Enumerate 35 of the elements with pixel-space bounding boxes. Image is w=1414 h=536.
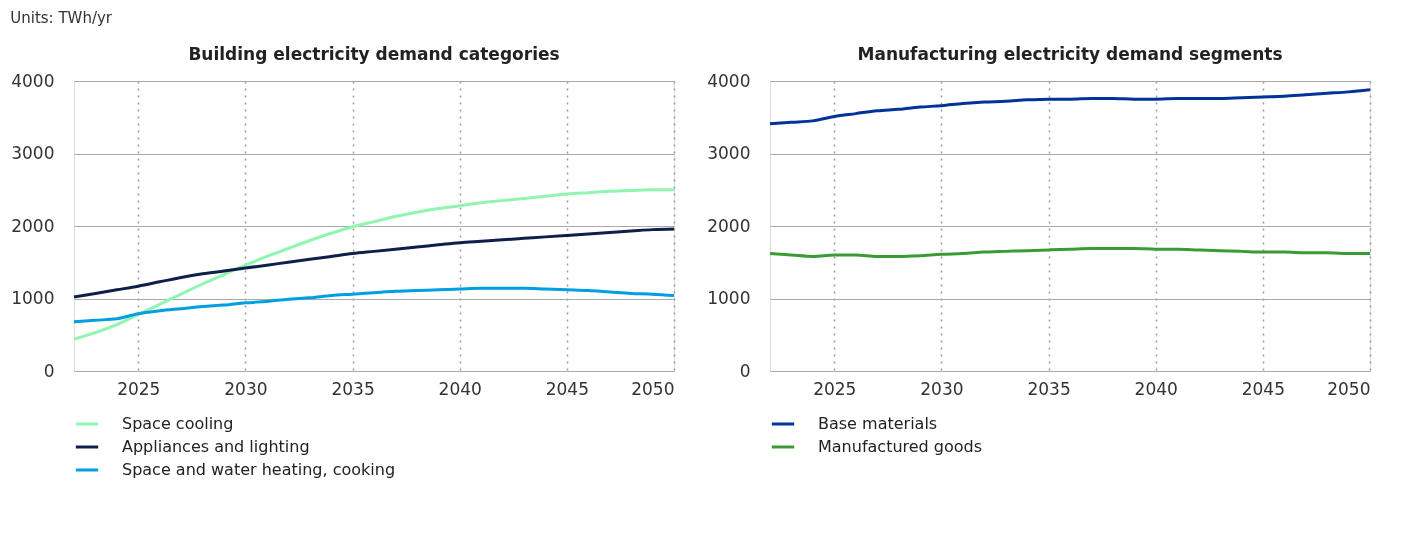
- legend-label: Appliances and lighting: [122, 437, 310, 456]
- x-tick-label: 2050: [1327, 378, 1371, 399]
- y-tick-label: 2000: [707, 215, 751, 236]
- chart-title: Manufacturing electricity demand segments: [857, 44, 1283, 64]
- y-tick-label: 1000: [11, 288, 55, 308]
- text: Units: TWh/yr: [10, 8, 113, 27]
- x-tick-label: 2045: [1241, 378, 1285, 399]
- y-tick-label: 0: [739, 360, 751, 381]
- x-tick-label: 2035: [1027, 378, 1071, 399]
- legend-label: Base materials: [818, 414, 938, 433]
- chart-title: Building electricity demand categories: [188, 44, 560, 64]
- x-tick-label: 2030: [920, 378, 964, 399]
- line-series: [768, 88, 1372, 126]
- y-tick-label: 4000: [707, 70, 751, 91]
- x-tick-label: 2025: [117, 378, 161, 399]
- x-tick-label: 2045: [545, 378, 589, 399]
- line-series: [72, 227, 676, 299]
- line-series: [72, 188, 676, 341]
- legend-label: Space and water heating, cooking: [122, 460, 396, 479]
- y-tick-label: 3000: [707, 143, 751, 163]
- y-tick-label: 2000: [11, 215, 55, 236]
- y-tick-label: 1000: [707, 288, 751, 308]
- legend-label: Manufactured goods: [818, 437, 983, 456]
- x-tick-label: 2040: [438, 378, 482, 399]
- x-tick-label: 2050: [631, 378, 675, 399]
- x-tick-label: 2040: [1134, 378, 1178, 399]
- x-tick-label: 2030: [224, 378, 268, 399]
- legend-label: Space cooling: [122, 414, 234, 433]
- y-tick-label: 3000: [11, 143, 55, 163]
- x-tick-label: 2035: [331, 378, 375, 399]
- y-tick-label: 0: [43, 360, 55, 381]
- line-series: [768, 246, 1372, 258]
- y-tick-label: 4000: [11, 70, 55, 91]
- line-series: [72, 286, 676, 324]
- x-tick-label: 2025: [813, 378, 857, 399]
